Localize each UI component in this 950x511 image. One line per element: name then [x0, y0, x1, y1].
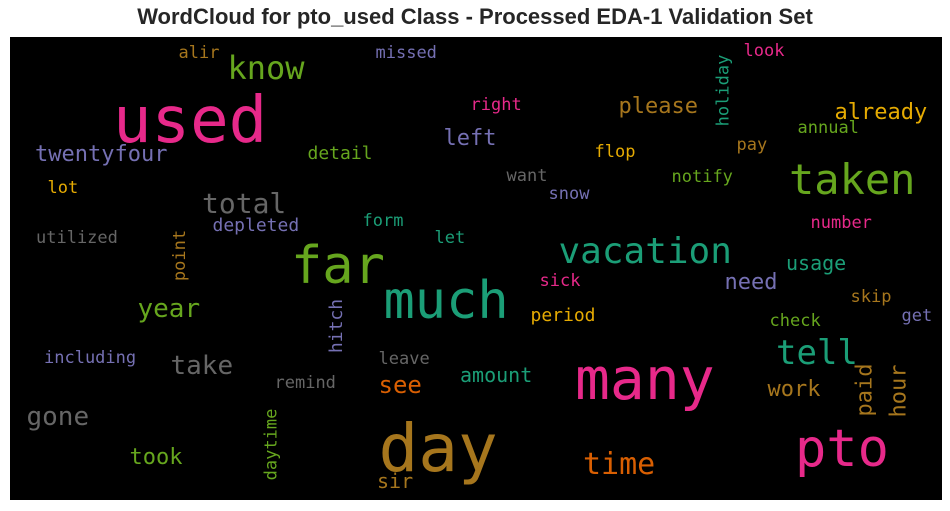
- word-know: know: [227, 49, 305, 87]
- word-time: time: [583, 447, 656, 482]
- word-sir: sir: [377, 469, 414, 493]
- wordcloud-canvas: used know alir missed twentyfour lot utilized t…: [10, 37, 942, 500]
- word-take: take: [170, 351, 234, 381]
- word-work: work: [767, 377, 821, 402]
- word-vacation: vacation: [558, 231, 732, 272]
- word-paid: paid: [851, 363, 877, 417]
- word-annual: annual: [797, 117, 859, 138]
- word-day: day: [378, 410, 498, 487]
- word-left: left: [443, 126, 497, 151]
- word-daytime: daytime: [261, 408, 282, 480]
- word-notify: notify: [671, 166, 733, 187]
- word-look: look: [743, 40, 785, 61]
- word-point: point: [169, 229, 190, 281]
- word-holiday: holiday: [713, 54, 734, 126]
- word-need: need: [724, 270, 778, 295]
- word-pto: pto: [795, 419, 889, 479]
- word-twentyfour: twentyfour: [35, 142, 168, 167]
- word-gone: gone: [26, 402, 90, 432]
- word-form: form: [362, 210, 404, 231]
- word-flop: flop: [594, 141, 636, 162]
- word-pay: pay: [736, 134, 768, 155]
- word-year: year: [137, 294, 201, 324]
- word-check: check: [769, 310, 821, 331]
- word-skip: skip: [850, 286, 892, 307]
- word-many: many: [575, 345, 715, 413]
- word-period: period: [530, 305, 596, 326]
- word-please: please: [618, 94, 698, 119]
- word-right: right: [470, 94, 522, 115]
- word-taken: taken: [789, 155, 916, 204]
- word-far: far: [291, 236, 385, 296]
- word-missed: missed: [375, 42, 437, 63]
- word-hitch: hitch: [326, 298, 348, 354]
- word-sick: sick: [539, 270, 581, 291]
- word-much: much: [383, 271, 509, 331]
- word-tell: tell: [776, 333, 858, 373]
- word-number: number: [810, 212, 872, 233]
- word-see: see: [378, 371, 422, 399]
- word-snow: snow: [548, 183, 590, 204]
- word-alir: alir: [178, 42, 220, 63]
- word-want: want: [506, 165, 548, 186]
- word-let: let: [434, 227, 466, 248]
- word-utilized: utilized: [36, 227, 118, 248]
- word-usage: usage: [786, 251, 847, 275]
- word-used: used: [113, 84, 268, 158]
- word-already: already: [834, 100, 928, 125]
- word-detail: detail: [307, 143, 373, 164]
- word-amount: amount: [460, 363, 533, 387]
- word-remind: remind: [274, 372, 336, 393]
- word-get: get: [901, 305, 933, 326]
- word-hour: hour: [885, 364, 911, 418]
- word-including: including: [44, 347, 137, 368]
- word-lot: lot: [47, 177, 79, 198]
- word-depleted: depleted: [212, 215, 300, 236]
- word-total: total: [202, 187, 287, 220]
- word-took: took: [129, 445, 183, 470]
- chart-title: WordCloud for pto_used Class - Processed…: [137, 4, 813, 29]
- word-leave: leave: [378, 348, 430, 369]
